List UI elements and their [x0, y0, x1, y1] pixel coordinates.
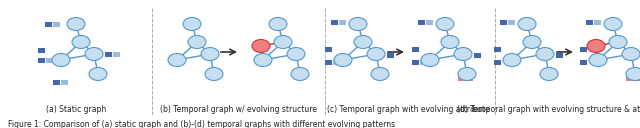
- Ellipse shape: [503, 54, 521, 67]
- Ellipse shape: [52, 54, 70, 67]
- Bar: [104, 51, 111, 56]
- Ellipse shape: [609, 35, 627, 49]
- Bar: [579, 46, 586, 51]
- Ellipse shape: [626, 67, 640, 81]
- Ellipse shape: [67, 18, 85, 30]
- Ellipse shape: [587, 40, 605, 52]
- Ellipse shape: [269, 18, 287, 30]
- Bar: [426, 19, 433, 24]
- Bar: [499, 19, 506, 24]
- Bar: [45, 57, 52, 62]
- Bar: [508, 19, 515, 24]
- Ellipse shape: [536, 47, 554, 61]
- Ellipse shape: [334, 54, 352, 67]
- Bar: [333, 60, 339, 65]
- Ellipse shape: [183, 18, 201, 30]
- Bar: [586, 19, 593, 24]
- Bar: [493, 60, 500, 65]
- Ellipse shape: [252, 40, 270, 52]
- Ellipse shape: [85, 47, 103, 61]
- Ellipse shape: [205, 67, 223, 81]
- Bar: [339, 19, 346, 24]
- Bar: [324, 60, 332, 65]
- Ellipse shape: [188, 35, 206, 49]
- Ellipse shape: [354, 35, 372, 49]
- Text: (c) Temporal graph with evolving attribute: (c) Temporal graph with evolving attribu…: [326, 105, 490, 114]
- Bar: [493, 46, 500, 51]
- Ellipse shape: [436, 18, 454, 30]
- Text: (a) Static graph: (a) Static graph: [46, 105, 106, 114]
- Ellipse shape: [518, 18, 536, 30]
- Ellipse shape: [523, 35, 541, 49]
- Bar: [324, 46, 332, 51]
- Ellipse shape: [371, 67, 389, 81]
- Bar: [412, 60, 419, 65]
- Bar: [330, 19, 337, 24]
- Ellipse shape: [421, 54, 439, 67]
- Ellipse shape: [287, 47, 305, 61]
- Bar: [113, 51, 120, 56]
- Ellipse shape: [367, 47, 385, 61]
- Bar: [593, 19, 600, 24]
- Ellipse shape: [72, 35, 90, 49]
- Bar: [579, 60, 586, 65]
- Bar: [634, 76, 640, 81]
- Bar: [387, 52, 394, 57]
- Text: (b) Temporal graph w/ evolving structure: (b) Temporal graph w/ evolving structure: [159, 105, 317, 114]
- Bar: [52, 79, 60, 84]
- Ellipse shape: [589, 54, 607, 67]
- Ellipse shape: [274, 35, 292, 49]
- Ellipse shape: [254, 54, 272, 67]
- Bar: [417, 19, 424, 24]
- Bar: [625, 76, 632, 81]
- Bar: [61, 79, 67, 84]
- Bar: [458, 76, 465, 81]
- Bar: [556, 52, 563, 57]
- Bar: [419, 60, 426, 65]
- Text: (d) Temporal graph with evolving structure & attribute: (d) Temporal graph with evolving structu…: [458, 105, 640, 114]
- Ellipse shape: [168, 54, 186, 67]
- Ellipse shape: [201, 47, 219, 61]
- Bar: [465, 76, 472, 81]
- Bar: [52, 22, 60, 26]
- Ellipse shape: [441, 35, 459, 49]
- Ellipse shape: [540, 67, 558, 81]
- Bar: [38, 47, 45, 52]
- Ellipse shape: [89, 67, 107, 81]
- Text: Figure 1: Comparison of (a) static graph and (b)-(d) temporal graphs with differ: Figure 1: Comparison of (a) static graph…: [8, 120, 395, 128]
- Bar: [38, 57, 45, 62]
- Bar: [474, 52, 481, 57]
- Ellipse shape: [604, 18, 622, 30]
- Ellipse shape: [291, 67, 309, 81]
- Ellipse shape: [458, 67, 476, 81]
- Ellipse shape: [454, 47, 472, 61]
- Bar: [45, 22, 51, 26]
- Bar: [412, 46, 419, 51]
- Ellipse shape: [349, 18, 367, 30]
- Ellipse shape: [622, 47, 640, 61]
